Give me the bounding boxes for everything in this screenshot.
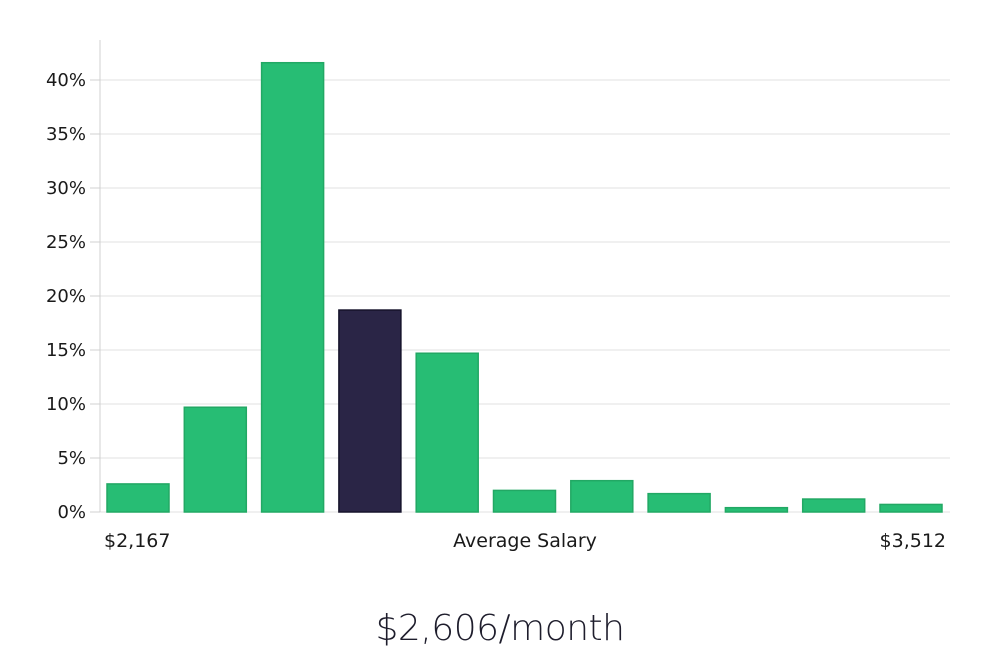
x-range-min-label: $2,167 [104, 530, 170, 552]
bar [415, 352, 479, 513]
y-tick-label: 30% [46, 178, 86, 199]
y-tick-label: 20% [46, 286, 86, 307]
bars [106, 61, 943, 513]
bar [492, 489, 557, 513]
bar [260, 61, 325, 513]
y-tick-label: 0% [57, 502, 86, 523]
average-salary-caption: $2,606/month [375, 608, 625, 649]
y-tick-label: 15% [46, 340, 86, 361]
y-tick-label: 25% [46, 232, 86, 253]
bar [570, 479, 634, 513]
bar [801, 498, 866, 513]
bar [183, 406, 248, 513]
bar [879, 503, 943, 513]
bar [647, 492, 711, 513]
y-tick-label: 5% [57, 448, 86, 469]
x-axis-label: Average Salary [453, 530, 597, 552]
y-tick-label: 40% [46, 70, 86, 91]
bar-highlighted [338, 309, 402, 513]
y-tick-label: 35% [46, 124, 86, 145]
bar [724, 506, 789, 513]
salary-histogram: 0% 5% 10% 15% 20% 25% 30% 35% 40% $2,167 Average… [46, 40, 950, 552]
x-range-max-label: $3,512 [880, 530, 946, 552]
y-tick-label: 10% [46, 394, 86, 415]
bar [106, 483, 170, 513]
y-axis-ticks: 0% 5% 10% 15% 20% 25% 30% 35% 40% [46, 70, 100, 523]
